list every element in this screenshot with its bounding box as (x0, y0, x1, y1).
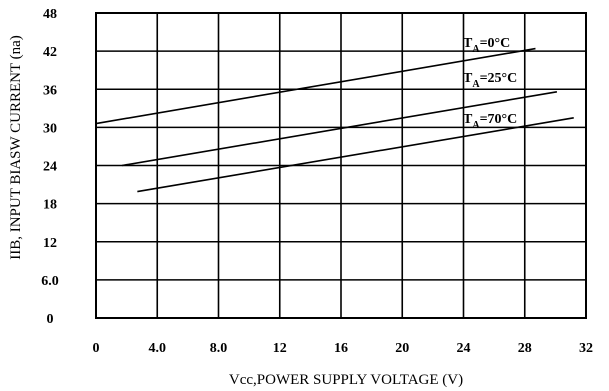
x-tick-label: 8.0 (210, 341, 228, 356)
x-tick-label: 0 (93, 341, 100, 356)
y-tick-label: 0 (47, 312, 54, 327)
y-tick-label: 30 (43, 121, 57, 136)
plot-frame (95, 12, 587, 319)
series-label-1: TA=25°C (463, 71, 517, 90)
x-tick-label: 24 (457, 341, 471, 356)
x-tick-label: 12 (273, 341, 287, 356)
y-tick-labels: 0 6.0 12 18 24 30 36 42 48 (41, 7, 59, 327)
x-tick-label: 20 (395, 341, 409, 356)
y-tick-label: 48 (43, 7, 57, 22)
x-tick-labels: 0 4.0 8.0 12 16 20 24 28 32 (93, 341, 594, 356)
grid (96, 13, 586, 318)
x-tick-label: 32 (579, 341, 593, 356)
y-axis-label: IIB, INPUT BIASW CURRENT (na) (8, 35, 24, 260)
series-label-2: TA=70°C (463, 112, 517, 131)
series-label-0: TA=0°C (463, 36, 510, 55)
series-lines (95, 47, 574, 193)
series-line-1 (121, 91, 558, 167)
x-tick-label: 16 (334, 341, 348, 356)
series-labels: TA=0°C TA=25°C TA=70°C (463, 36, 517, 131)
x-tick-label: 28 (518, 341, 532, 356)
y-tick-label: 18 (43, 198, 57, 213)
y-tick-label: 12 (43, 236, 57, 251)
x-axis-label: Vcc,POWER SUPPLY VOLTAGE (V) (229, 372, 463, 388)
x-tick-label: 4.0 (149, 341, 167, 356)
y-tick-label: 36 (43, 83, 57, 98)
y-tick-label: 42 (43, 45, 57, 60)
series-line-0 (95, 47, 536, 125)
y-tick-label: 24 (43, 160, 57, 175)
series-line-2 (137, 117, 574, 193)
y-tick-label: 6.0 (41, 274, 59, 289)
